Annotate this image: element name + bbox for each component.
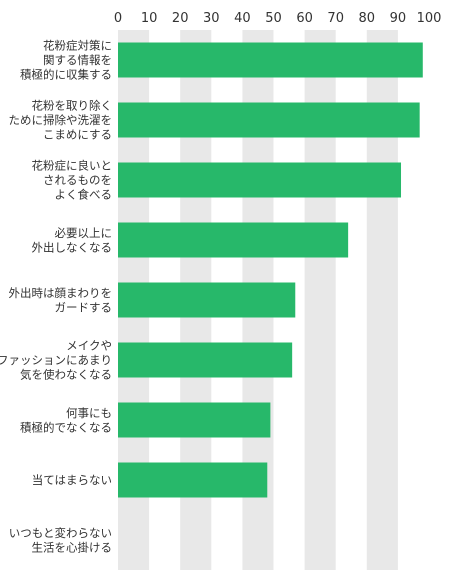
- category-label: 外出時は顔まわりをガードする: [9, 286, 113, 315]
- category-label-line: 生活を心掛ける: [32, 540, 113, 554]
- bars: [118, 42, 423, 498]
- x-tick-label: 10: [141, 11, 158, 26]
- bar: [118, 102, 420, 138]
- category-label-line: 外出しなくなる: [32, 240, 113, 254]
- category-label-line: 関する情報を: [43, 53, 112, 67]
- bar: [118, 282, 296, 318]
- category-label-line: こまめにする: [43, 128, 112, 142]
- category-label-line: ファッションにあまり: [0, 353, 112, 367]
- category-label-line: 当てはまらない: [32, 473, 112, 487]
- bar: [118, 42, 423, 78]
- category-label: メイクやファッションにあまり気を使わなくなる: [0, 339, 112, 382]
- category-label-line: 花粉を取り除く: [32, 99, 113, 113]
- bar: [118, 222, 349, 258]
- x-tick-label: 60: [296, 11, 313, 26]
- category-label-line: ガードする: [55, 300, 113, 314]
- category-label-line: 花粉症に良いと: [32, 159, 113, 173]
- category-label: 花粉症に良いとされるものをよく食べる: [32, 159, 113, 202]
- category-label-line: いつもと変わらない: [9, 526, 112, 540]
- category-label-line: 必要以上に: [55, 226, 113, 240]
- category-label-line: よく食べる: [55, 188, 113, 202]
- category-label: 花粉症対策に関する情報を積極的に収集する: [20, 39, 112, 82]
- category-label-line: 何事にも: [66, 406, 112, 420]
- category-label: 当てはまらない: [32, 473, 112, 487]
- x-tick-label: 30: [203, 11, 220, 26]
- x-tick-label: 20: [172, 11, 189, 26]
- x-tick-label: 80: [359, 11, 376, 26]
- category-label-line: メイクや: [66, 339, 112, 353]
- x-tick-label: 100: [417, 11, 442, 26]
- category-label-line: 外出時は顔まわりを: [9, 286, 113, 300]
- bar: [118, 462, 268, 498]
- category-label: 何事にも積極的でなくなる: [20, 406, 112, 435]
- category-label: 花粉を取り除くために掃除や洗濯をこまめにする: [9, 99, 113, 142]
- bar: [118, 342, 293, 378]
- category-labels: 花粉症対策に関する情報を積極的に収集する花粉を取り除くために掃除や洗濯をこまめに…: [0, 39, 112, 555]
- category-label: いつもと変わらない生活を心掛ける: [9, 526, 112, 555]
- category-label-line: されるものを: [43, 173, 112, 187]
- x-tick-label: 70: [327, 11, 344, 26]
- x-tick-label: 40: [234, 11, 251, 26]
- bar: [118, 402, 271, 438]
- category-label: 必要以上に外出しなくなる: [32, 226, 113, 255]
- category-label-line: 積極的に収集する: [20, 68, 112, 82]
- x-tick-label: 90: [390, 11, 407, 26]
- category-label-line: ために掃除や洗濯を: [9, 113, 113, 127]
- category-label-line: 気を使わなくなる: [20, 368, 112, 382]
- category-label-line: 花粉症対策に: [43, 39, 112, 53]
- x-tick-label: 50: [265, 11, 282, 26]
- x-axis-tick-labels: 0 10 20 30 40 50 60 70 80 90 100: [114, 11, 442, 26]
- x-tick-label: 0: [114, 11, 122, 26]
- category-label-line: 積極的でなくなる: [20, 420, 112, 434]
- bar: [118, 162, 402, 198]
